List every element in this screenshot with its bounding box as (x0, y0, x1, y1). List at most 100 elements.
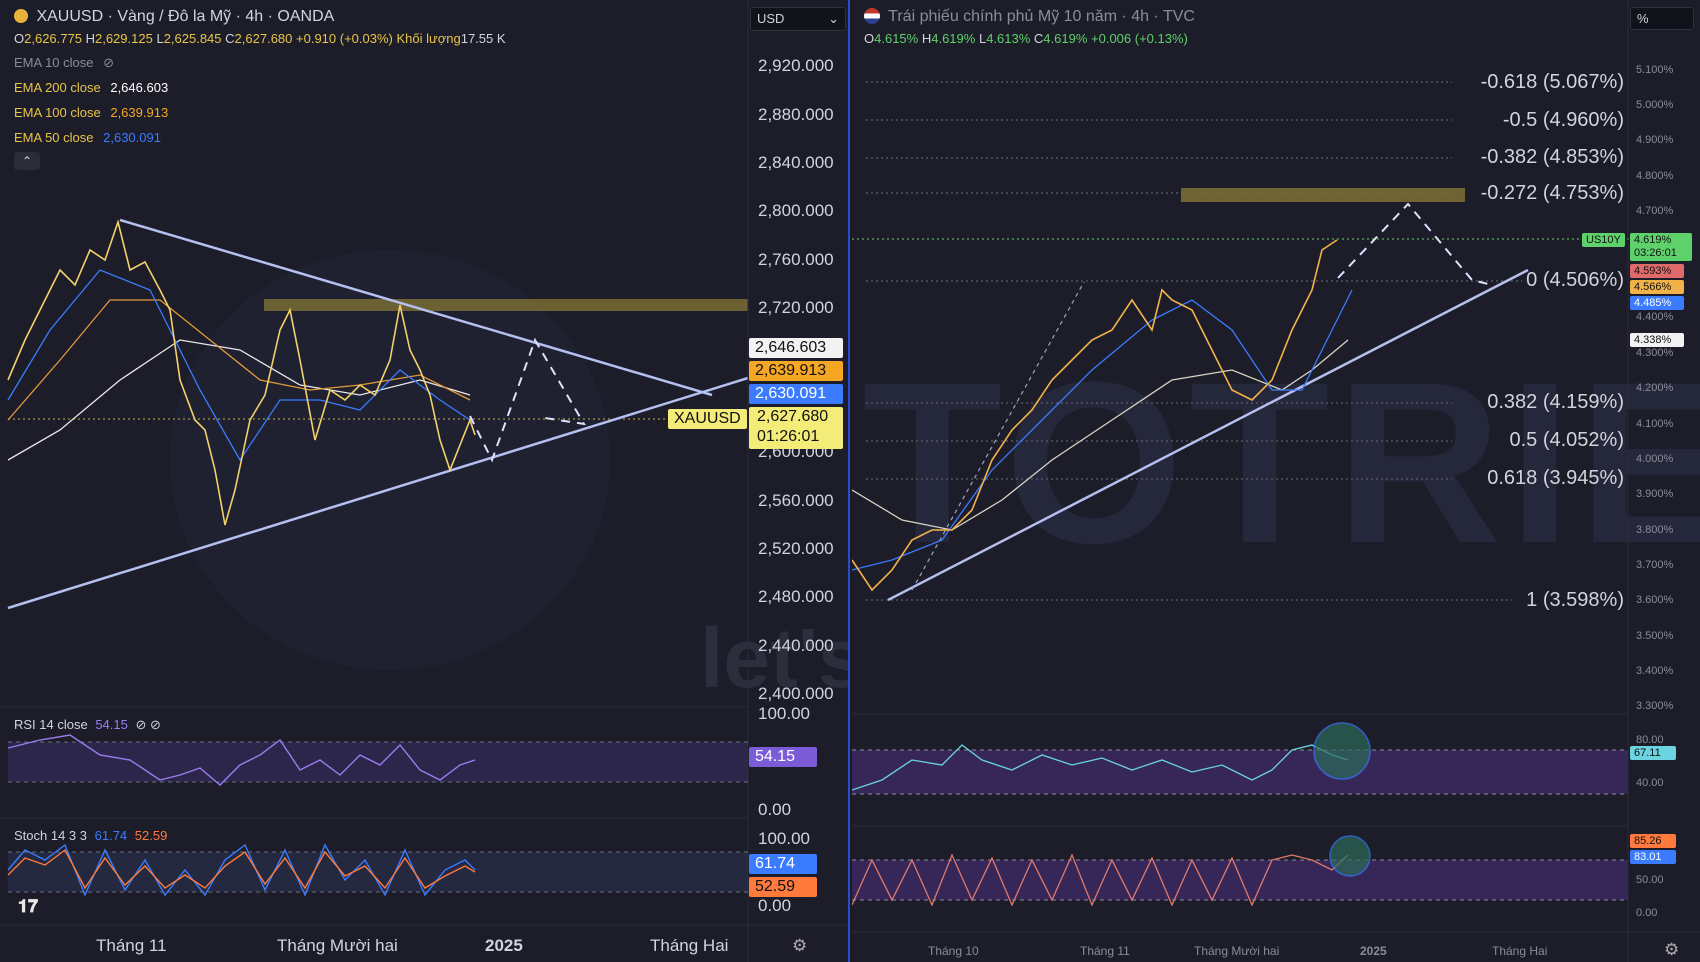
stoch-highlight-circle (1329, 835, 1371, 877)
price-tick: 3.500% (1636, 630, 1674, 642)
gold-chart-canvas[interactable] (0, 0, 850, 962)
ema100-line (7, 299, 471, 421)
us10y-chart-canvas[interactable] (852, 0, 1700, 962)
price-tick: 2,720.000 (758, 298, 834, 317)
watermark-slogan: let's learn together (700, 611, 850, 705)
stoch-band (8, 852, 748, 892)
rsi-legend[interactable]: RSI 14 close 54.15 ⊘ ⊘ (14, 717, 161, 732)
rsi-line (7, 734, 476, 786)
stoch-line (852, 853, 1349, 907)
price-tick: 3.800% (1636, 524, 1674, 536)
time-tick: Tháng Hai (1492, 944, 1548, 958)
stoch-k-line (7, 843, 476, 897)
fib-level-label: 0.5 (4.052%) (1509, 429, 1624, 451)
ema50-price-tag: 2,630.091 (749, 384, 843, 404)
price-tick: 3.900% (1636, 488, 1674, 500)
rsi-axis-bottom: 0.00 (758, 800, 792, 819)
unit-select[interactable]: % (1630, 7, 1694, 30)
fib-level-label: 0.382 (4.159%) (1487, 391, 1624, 413)
resistance-zone (264, 299, 748, 311)
tradingview-logo[interactable]: 𝟏𝟕 (18, 896, 39, 916)
ema-slow-line (852, 339, 1349, 531)
price-tag-red: 4.593% (1630, 264, 1684, 278)
rsi-highlight-circle (1313, 722, 1371, 780)
time-tick: Tháng 10 (928, 944, 979, 958)
price-tick: 3.700% (1636, 559, 1674, 571)
price-tick: 4.200% (1636, 382, 1674, 394)
stoch-axis-bottom: 0.00 (758, 896, 792, 915)
ema-mid-line (852, 289, 1353, 571)
ohlc-row: O2,626.775 H2,629.125 L2,625.845 C2,627.… (14, 31, 506, 46)
watermark-logo (170, 250, 610, 670)
last-price-tag: 4.619% 03:26:01 (1630, 233, 1692, 261)
price-series (852, 239, 1338, 592)
fib-level-label: -0.5 (4.960%) (1502, 109, 1624, 131)
indicator-ema50[interactable]: EMA 50 close 2,630.091 (14, 130, 161, 145)
projection-path (469, 337, 586, 463)
fib-level-label: -0.618 (5.067%) (1480, 71, 1624, 93)
price-tick: 3.400% (1636, 665, 1674, 677)
collapse-legend-button[interactable]: ⌃ (14, 152, 40, 170)
fib-level-label: 1 (3.598%) (1526, 589, 1624, 611)
indicator-ema200[interactable]: EMA 200 close 2,646.603 (14, 80, 169, 95)
price-tick: 4.700% (1636, 205, 1674, 217)
price-tick: 2,400.000 (758, 684, 834, 703)
price-tag-white: 4.338% (1630, 333, 1684, 347)
rsi-line (852, 744, 1349, 791)
ema100-price-tag: 2,639.913 (749, 361, 843, 381)
price-tick: 5.100% (1636, 64, 1674, 76)
stoch-band (852, 860, 1628, 900)
fib-level-label: -0.382 (4.853%) (1480, 146, 1624, 168)
fib-level-label: 0.618 (3.945%) (1487, 467, 1624, 489)
price-tick: 4.400% (1636, 311, 1674, 323)
currency-select[interactable]: USD ⌄ (750, 7, 846, 31)
watermark-brand: TOTRIEU (862, 334, 1700, 591)
lower-trendline (7, 376, 749, 610)
ema50-line (7, 269, 471, 462)
price-tick: 2,800.000 (758, 201, 834, 220)
symbol-title[interactable]: XAUUSD · Vàng / Đô la Mỹ · 4h · OANDA (36, 8, 335, 25)
rsi-band (852, 750, 1628, 794)
eye-hidden-icon[interactable]: ⊘ (103, 55, 115, 70)
stoch-axis-mid: 50.00 (1636, 874, 1664, 886)
price-tick: 2,520.000 (758, 539, 834, 558)
fib-level-label: -0.272 (4.753%) (1480, 182, 1624, 204)
time-tick: Tháng Hai (650, 936, 729, 955)
price-series (7, 219, 476, 526)
symbol-title[interactable]: Trái phiếu chính phủ Mỹ 10 năm · 4h · TV… (888, 8, 1195, 25)
price-tick: 4.300% (1636, 347, 1674, 359)
ema200-line (7, 339, 471, 461)
settings-off-icon[interactable]: ⊘ ⊘ (135, 717, 161, 732)
ema200-price-tag: 2,646.603 (749, 338, 843, 358)
stoch-k-tag: 85.26 (1630, 834, 1676, 848)
rsi-axis-mid: 40.00 (1636, 777, 1664, 789)
indicator-ema10[interactable]: EMA 10 close ⊘ (14, 55, 115, 70)
price-tick: 5.000% (1636, 99, 1674, 111)
price-tick: 2,440.000 (758, 636, 834, 655)
settings-gear-icon[interactable]: ⚙ (792, 936, 808, 955)
us10y-chart-panel[interactable]: TOTRIEU (852, 0, 1700, 962)
stoch-d-line (7, 848, 476, 890)
price-tick: 4.900% (1636, 134, 1674, 146)
symbol-tag: US10Y (1582, 233, 1625, 247)
stoch-d-tag: 83.01 (1630, 850, 1676, 864)
support-trendline (887, 268, 1529, 602)
price-tick: 2,760.000 (758, 250, 834, 269)
price-tag-blue: 4.485% (1630, 296, 1684, 310)
price-tick: 2,840.000 (758, 153, 834, 172)
gold-coin-icon (14, 9, 28, 23)
settings-gear-icon[interactable]: ⚙ (1664, 940, 1680, 959)
us-flag-icon (864, 8, 880, 24)
price-tick: 2,560.000 (758, 491, 834, 510)
price-tick: 4.000% (1636, 453, 1674, 465)
stoch-d-tag: 52.59 (749, 877, 817, 897)
chevron-down-icon: ⌄ (828, 11, 839, 26)
indicator-ema100[interactable]: EMA 100 close 2,639.913 (14, 105, 169, 120)
stoch-legend[interactable]: Stoch 14 3 3 61.74 52.59 (14, 828, 168, 843)
price-tick: 2,880.000 (758, 105, 834, 124)
symbol-tag: XAUUSD (668, 409, 747, 429)
price-tick: 2,480.000 (758, 587, 834, 606)
time-tick: Tháng 11 (96, 936, 167, 955)
stoch-axis-bottom: 0.00 (1636, 907, 1658, 919)
gold-chart-panel[interactable]: let's learn together (0, 0, 850, 962)
